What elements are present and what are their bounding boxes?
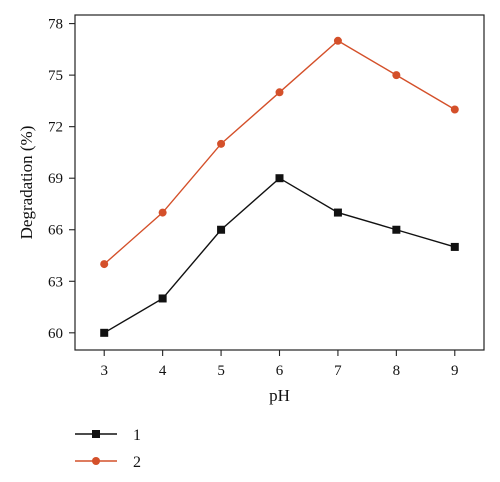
data-point-series-2 bbox=[100, 260, 109, 269]
legend-swatch-marker bbox=[92, 430, 100, 438]
legend: 12 bbox=[75, 427, 141, 471]
data-point-series-2 bbox=[158, 208, 167, 217]
data-point-series-1 bbox=[275, 174, 284, 183]
series-layer bbox=[100, 36, 459, 337]
series-line-1 bbox=[103, 177, 455, 334]
data-point-series-2 bbox=[450, 105, 459, 114]
data-point-series-1 bbox=[217, 225, 226, 234]
series-line-2 bbox=[103, 39, 456, 265]
x-tick-label: 9 bbox=[451, 363, 459, 379]
y-tick-label: 60 bbox=[48, 326, 63, 342]
legend-swatch-marker bbox=[92, 457, 100, 465]
plot-area bbox=[74, 14, 485, 351]
x-tick-label: 7 bbox=[334, 363, 342, 379]
x-tick-label: 8 bbox=[393, 363, 401, 379]
series-2 bbox=[100, 36, 459, 269]
legend-item-2: 2 bbox=[75, 454, 141, 471]
x-tick-label: 5 bbox=[217, 363, 225, 379]
data-point-series-1 bbox=[158, 294, 167, 303]
y-tick-label: 66 bbox=[48, 223, 64, 239]
data-point-series-2 bbox=[275, 88, 284, 97]
y-axis-title: Degradation (%) bbox=[17, 126, 36, 240]
data-point-series-2 bbox=[333, 36, 342, 45]
x-tick-label: 4 bbox=[159, 363, 167, 379]
x-tick-label: 6 bbox=[276, 363, 284, 379]
y-tick-label: 78 bbox=[48, 17, 63, 33]
data-point-series-1 bbox=[392, 225, 401, 234]
plot-frame bbox=[74, 14, 485, 351]
series-1 bbox=[100, 174, 459, 337]
data-point-series-1 bbox=[333, 208, 342, 217]
legend-label: 1 bbox=[133, 427, 141, 444]
y-axis-ticks: 60 63 66 69 72 75 78 bbox=[48, 17, 75, 342]
data-point-series-1 bbox=[450, 242, 459, 251]
data-point-series-1 bbox=[100, 328, 109, 337]
y-tick-label: 63 bbox=[48, 274, 63, 290]
data-point-series-2 bbox=[217, 139, 226, 148]
y-tick-label: 75 bbox=[48, 68, 63, 84]
x-axis-ticks: 3 4 5 6 7 8 9 bbox=[100, 350, 459, 379]
legend-label: 2 bbox=[133, 454, 141, 471]
y-tick-label: 72 bbox=[48, 120, 63, 136]
x-axis-title: pH bbox=[269, 386, 290, 405]
legend-item-1: 1 bbox=[75, 427, 141, 444]
x-tick-label: 3 bbox=[100, 363, 108, 379]
y-tick-label: 69 bbox=[48, 171, 63, 187]
data-point-series-2 bbox=[392, 71, 401, 80]
